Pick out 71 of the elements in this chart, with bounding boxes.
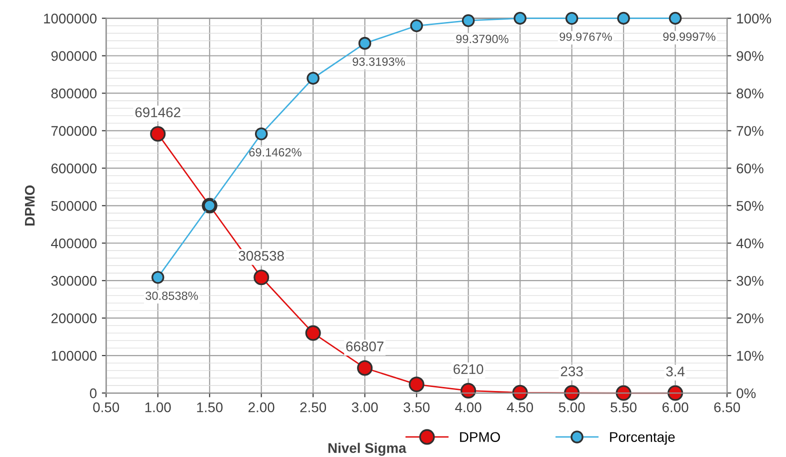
data-label: 233 bbox=[560, 366, 583, 376]
y-tick-label: 1000000 bbox=[44, 14, 97, 24]
x-tick-label: 5.50 bbox=[610, 402, 637, 412]
data-label: 69.1462% bbox=[249, 148, 302, 156]
y2-tick-label: 50% bbox=[736, 200, 764, 211]
y2-tick-label: 10% bbox=[737, 350, 764, 361]
x-tick-label: 2.50 bbox=[300, 402, 326, 412]
y-tick-label: 100000 bbox=[52, 350, 97, 361]
data-label: 66807 bbox=[346, 342, 384, 352]
x-tick-label: 4.00 bbox=[455, 402, 482, 412]
y-tick-label: 800000 bbox=[51, 88, 97, 98]
y-tick-label: 600000 bbox=[51, 164, 97, 174]
y2-tick-label: 30% bbox=[736, 276, 764, 286]
data-label: 99.9997% bbox=[663, 32, 716, 41]
point bbox=[150, 126, 166, 142]
x-axis-title: Nivel Sigma bbox=[328, 442, 406, 456]
point bbox=[668, 12, 682, 25]
y2-tick-label: 80% bbox=[736, 88, 764, 98]
point bbox=[305, 325, 321, 341]
x-tick-label: 3.00 bbox=[352, 402, 378, 412]
data-label: 30.8538% bbox=[146, 292, 198, 300]
data-label: 6210 bbox=[454, 364, 484, 374]
y-tick-label: 200000 bbox=[51, 313, 97, 324]
point bbox=[668, 385, 684, 401]
y2-tick-label: 0% bbox=[736, 388, 756, 398]
point bbox=[306, 72, 320, 85]
y2-tick-label: 70% bbox=[736, 126, 764, 136]
x-tick-label: 1.50 bbox=[197, 402, 223, 412]
legend-label: DPMO bbox=[460, 432, 500, 442]
y2-tick-label: 40% bbox=[736, 238, 764, 248]
point bbox=[408, 376, 424, 392]
y2-tick-label: 60% bbox=[736, 164, 764, 174]
point bbox=[514, 12, 526, 25]
y-axis-title: DPMO bbox=[24, 185, 35, 226]
data-label: 99.9767% bbox=[560, 32, 612, 41]
y-tick-label: 900000 bbox=[51, 51, 97, 61]
point bbox=[462, 14, 475, 27]
x-tick-label: 4.50 bbox=[506, 402, 534, 412]
data-label: 99.3790% bbox=[456, 34, 508, 44]
x-tick-label: 5.00 bbox=[558, 402, 585, 412]
point bbox=[151, 271, 164, 284]
x-tick-label: 2.00 bbox=[248, 402, 274, 412]
x-tick-label: 6.00 bbox=[662, 402, 688, 412]
point bbox=[254, 270, 270, 286]
point bbox=[254, 128, 268, 140]
point bbox=[357, 360, 373, 376]
y-tick-label: 400000 bbox=[51, 238, 97, 248]
y2-tick-label: 20% bbox=[736, 313, 764, 324]
point bbox=[564, 385, 580, 401]
data-label: 691462 bbox=[135, 107, 180, 118]
y-tick-label: 700000 bbox=[51, 126, 97, 136]
y-tick-label: 300000 bbox=[51, 276, 97, 286]
point bbox=[358, 36, 372, 50]
point bbox=[410, 19, 423, 32]
data-label: 3.4 bbox=[666, 366, 685, 376]
x-tick-label: 6.50 bbox=[714, 402, 740, 412]
point bbox=[512, 384, 528, 400]
y-tick-label: 0 bbox=[90, 388, 97, 398]
x-tick-label: 1.00 bbox=[145, 402, 171, 412]
point bbox=[617, 12, 630, 25]
point bbox=[460, 382, 476, 398]
x-tick-label: 3.50 bbox=[404, 402, 430, 412]
y2-tick-label: 90% bbox=[736, 51, 764, 61]
legend-label: Porcentaje bbox=[610, 432, 675, 445]
point bbox=[565, 12, 578, 25]
data-label: 308538 bbox=[238, 250, 284, 261]
y2-tick-label: 100% bbox=[737, 14, 772, 24]
point bbox=[616, 385, 632, 401]
data-label: 93.3193% bbox=[352, 58, 405, 66]
y-tick-label: 500000 bbox=[51, 200, 97, 211]
x-tick-label: 0.50 bbox=[93, 402, 120, 412]
